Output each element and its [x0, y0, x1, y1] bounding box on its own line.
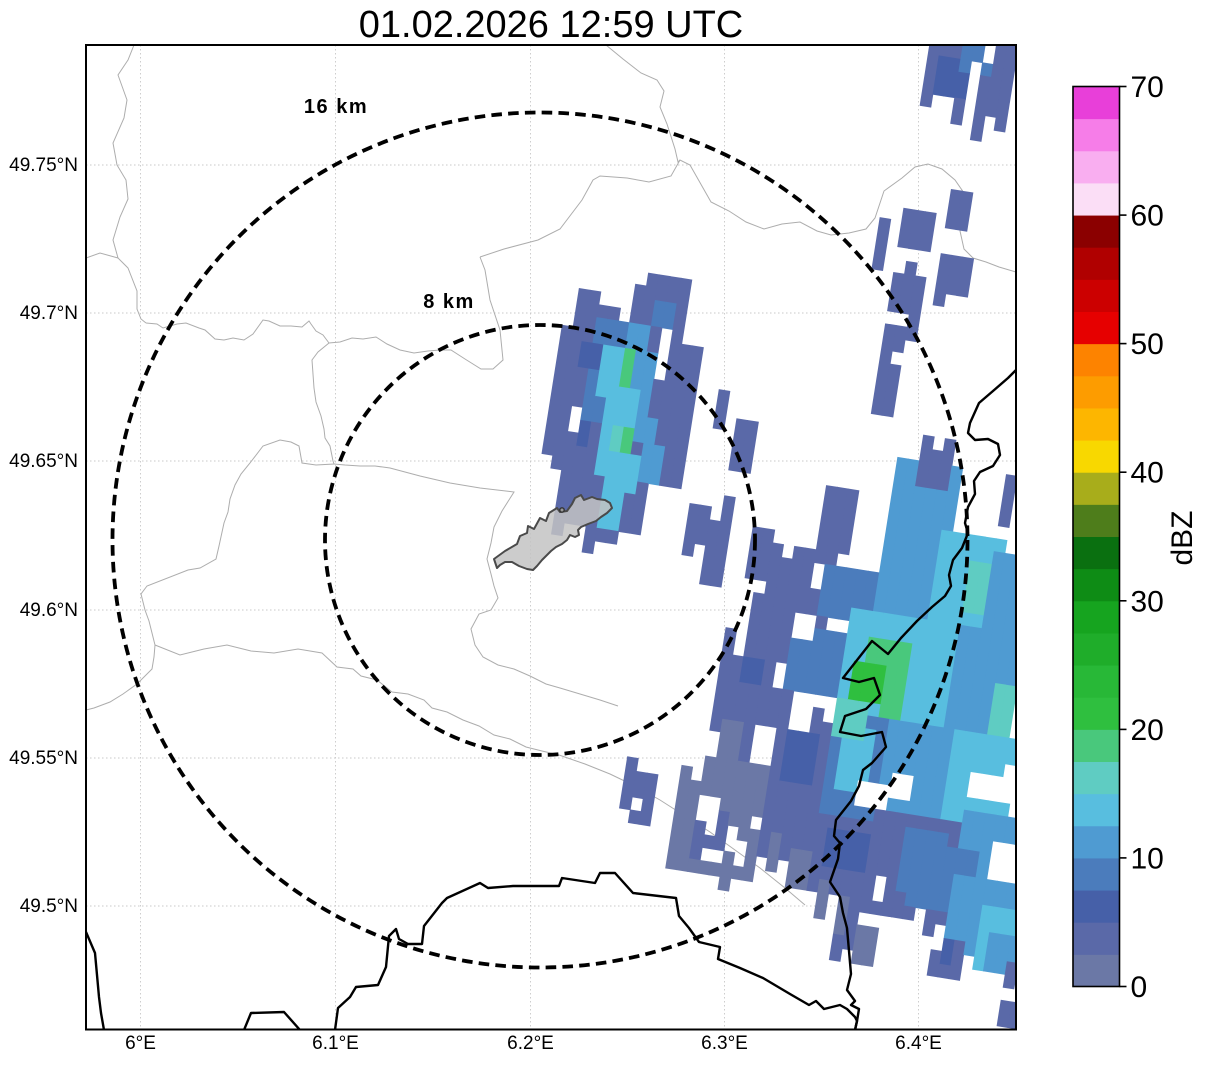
svg-text:49.75°N: 49.75°N	[9, 155, 78, 176]
svg-text:16 km: 16 km	[304, 96, 368, 118]
svg-text:49.55°N: 49.55°N	[9, 748, 78, 769]
svg-text:8 km: 8 km	[423, 291, 475, 313]
svg-text:49.5°N: 49.5°N	[20, 896, 78, 917]
svg-text:70: 70	[1131, 71, 1164, 104]
svg-text:49.65°N: 49.65°N	[9, 451, 78, 472]
svg-text:40: 40	[1131, 457, 1164, 490]
svg-text:0: 0	[1131, 971, 1148, 1004]
svg-text:6.3°E: 6.3°E	[701, 1033, 748, 1054]
svg-text:6.2°E: 6.2°E	[507, 1033, 554, 1054]
svg-text:30: 30	[1131, 585, 1164, 618]
svg-text:dBZ: dBZ	[1166, 510, 1199, 565]
svg-text:6.1°E: 6.1°E	[312, 1033, 359, 1054]
svg-text:49.6°N: 49.6°N	[20, 600, 78, 621]
svg-text:6°E: 6°E	[125, 1033, 156, 1054]
svg-text:6.4°E: 6.4°E	[895, 1033, 942, 1054]
svg-text:49.7°N: 49.7°N	[20, 303, 78, 324]
svg-text:60: 60	[1131, 200, 1164, 233]
svg-text:50: 50	[1131, 328, 1164, 361]
svg-text:10: 10	[1131, 842, 1164, 875]
svg-text:20: 20	[1131, 714, 1164, 747]
svg-text:01.02.2026 12:59 UTC: 01.02.2026 12:59 UTC	[359, 4, 744, 46]
